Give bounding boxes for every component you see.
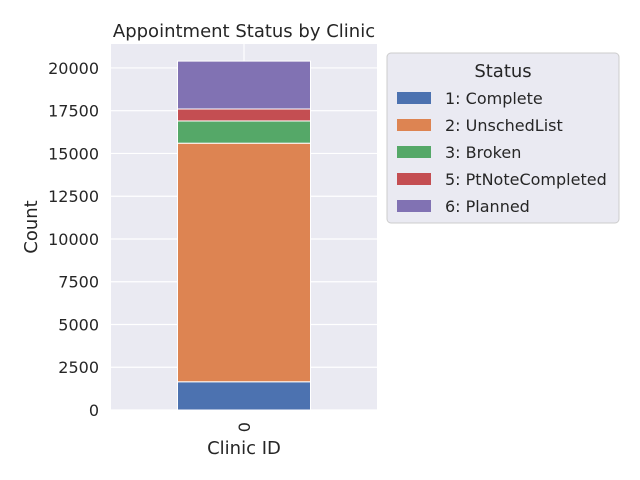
y-tick-label: 20000 [48, 59, 99, 78]
legend-swatch [397, 119, 431, 131]
y-axis-label: Count [21, 200, 42, 253]
legend-swatch [397, 146, 431, 158]
legend: Status 1: Complete 2: UnschedList 3: Broke… [386, 52, 620, 224]
legend-title: Status [474, 61, 531, 82]
bar-segment-2-unschedlist [177, 142, 311, 383]
legend-swatch [397, 92, 431, 104]
bar-segment-6-planned [177, 60, 311, 110]
legend-entry-label: 6: Planned [445, 197, 530, 216]
x-axis-ticks: 0 [235, 422, 254, 432]
legend-swatch [397, 200, 431, 212]
x-axis-label: Clinic ID [207, 438, 281, 459]
legend-entry-label: 1: Complete [445, 89, 543, 108]
legend-box [386, 52, 620, 224]
chart-title: Appointment Status by Clinic [113, 21, 375, 42]
legend-entry-label: 5: PtNoteCompleted [445, 170, 607, 189]
y-tick-label: 15000 [48, 144, 99, 163]
y-tick-label: 2500 [58, 358, 99, 377]
y-tick-label: 12500 [48, 187, 99, 206]
y-tick-label: 5000 [58, 315, 99, 334]
y-tick-label: 17500 [48, 102, 99, 121]
bars [177, 60, 311, 411]
legend-swatch [397, 173, 431, 185]
y-tick-label: 7500 [58, 273, 99, 292]
bar-segment-3-broken [177, 120, 311, 144]
bar-segment-5-ptnotecompleted [177, 108, 311, 122]
bar-segment-1-complete [177, 381, 311, 411]
legend-entry-label: 3: Broken [445, 143, 521, 162]
y-axis-ticks: 0 2500 5000 7500 10000 12500 15000 17500 20000 [48, 59, 99, 420]
legend-entry-label: 2: UnschedList [445, 116, 563, 135]
x-tick-label: 0 [235, 422, 254, 432]
legend-items: 1: Complete 2: UnschedList 3: Broken 5: PtN… [397, 89, 607, 216]
y-tick-label: 10000 [48, 230, 99, 249]
y-tick-label: 0 [89, 401, 99, 420]
